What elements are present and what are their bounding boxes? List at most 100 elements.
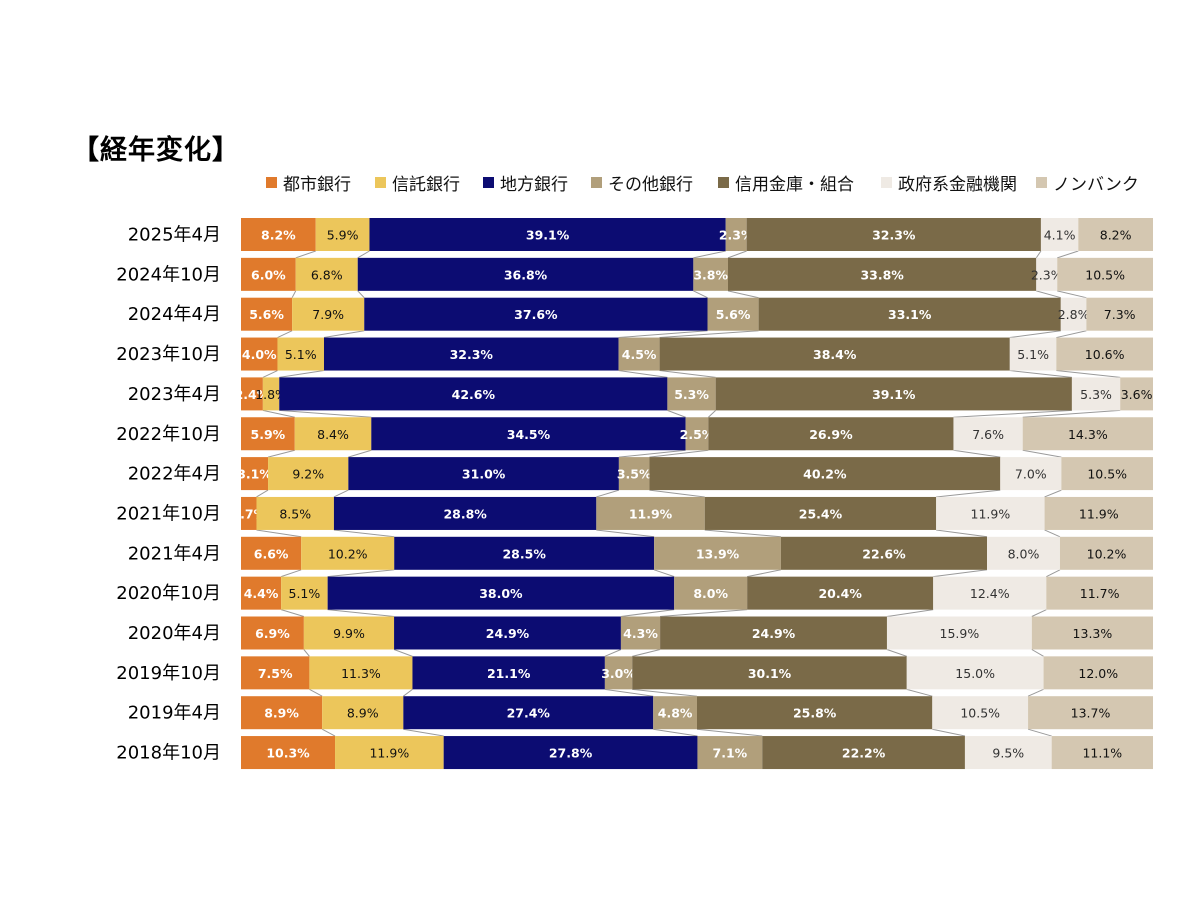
bar-segment [279,377,668,411]
bar-segment [1040,218,1079,251]
connector-line [267,449,295,458]
data-label: 6.0% [251,267,286,282]
data-label: 38.4% [813,347,857,362]
bar-segment [256,496,334,530]
bar-segment [632,656,907,690]
bar-segment [1043,656,1153,690]
data-label: 3.1% [237,467,272,482]
connector-line [660,609,748,617]
category-label: 2023年10月 [116,344,221,365]
bar-segment [649,457,1001,491]
data-label: 3.8% [693,267,728,282]
category-label: 2020年4月 [128,623,221,644]
page-title: 【経年変化】 [72,135,240,166]
category-label: 2024年4月 [128,304,221,325]
bar-segment [371,417,686,451]
bar-segment [685,417,709,451]
connector-line [886,649,907,657]
bar-segment [443,736,698,770]
connector-line [1031,649,1044,657]
bar-segment [1078,218,1153,251]
data-label: 3.6% [1121,387,1153,402]
category-label: 2022年4月 [128,464,221,485]
data-label: 10.6% [1085,347,1125,362]
data-label: 6.6% [254,546,289,561]
bar-segment [708,417,954,451]
bar-segment [618,457,650,491]
data-label: 26.9% [809,427,853,442]
connector-line [1056,370,1121,378]
bar-segment [654,536,781,570]
data-label: 5.1% [1017,347,1049,362]
data-label: 8.2% [1100,228,1132,243]
legend-swatch [718,177,729,188]
connector-line [333,529,395,538]
bar-segment [704,496,937,530]
data-label: 3.0% [601,666,636,681]
connector-line [604,688,654,697]
connector-line [327,609,395,617]
bar-segment [357,257,694,291]
data-label: 10.5% [960,706,1000,721]
bar-segment [348,457,619,491]
data-label: 36.8% [504,267,548,282]
bar-segment [1060,297,1087,331]
connector-line [1009,370,1072,378]
connector-line [649,449,709,458]
bar-segment [1000,457,1062,491]
connector-line [295,250,316,259]
connector-line [357,290,365,299]
data-label: 15.9% [940,626,980,641]
data-label: 39.1% [872,387,916,402]
category-label: 2018年10月 [116,743,221,764]
bar-segment [1031,616,1153,650]
connector-line [667,409,686,418]
data-label: 24.9% [752,626,796,641]
connector-line [1022,409,1121,418]
connector-line [953,449,1001,458]
data-label: 2.3% [1031,267,1063,282]
data-label: 2.4% [235,387,270,402]
bar-segment [335,736,444,770]
data-label: 10.5% [1085,267,1125,282]
data-label: 7.1% [713,746,748,761]
data-label: 31.0% [462,467,506,482]
bar-segment [604,656,633,690]
data-label: 5.9% [251,427,286,442]
connector-line [604,649,622,657]
connector-line [280,569,302,578]
data-label: 4.5% [622,347,657,362]
bar-segment [953,417,1023,451]
legend-label: 政府系金融機関 [898,175,1017,195]
bar-segment [1056,337,1153,371]
bar-segment [932,696,1029,730]
bar-segment [1061,457,1153,491]
data-label: 8.0% [693,586,728,601]
connector-line [693,250,726,259]
bar-segment [667,377,716,411]
legend-label: 都市銀行 [283,175,351,195]
data-label: 10.2% [328,546,368,561]
bar-segment [241,496,257,530]
category-label: 2020年10月 [116,583,221,604]
connector-line [618,449,686,458]
data-label: 5.1% [289,586,321,601]
legend: 都市銀行 信託銀行 地方銀行 その他銀行 信用金庫・組合 政府系金融機関 ノンバンク [266,175,1139,195]
connector-line [321,728,336,737]
connector-line [653,569,675,578]
connector-line [747,569,782,578]
data-label: 6.8% [311,267,343,282]
legend-label: 地方銀行 [500,175,568,195]
data-label: 30.1% [748,666,792,681]
bar-segment [369,218,726,251]
connector-line [696,728,763,737]
data-label: 11.9% [369,746,409,761]
category-label: 2024年10月 [116,264,221,285]
data-label: 20.4% [818,586,862,601]
connector-line [279,409,372,418]
connector-line [327,569,395,578]
bar-segment [268,457,349,491]
connector-line [933,569,988,578]
bar-segment [707,297,759,331]
